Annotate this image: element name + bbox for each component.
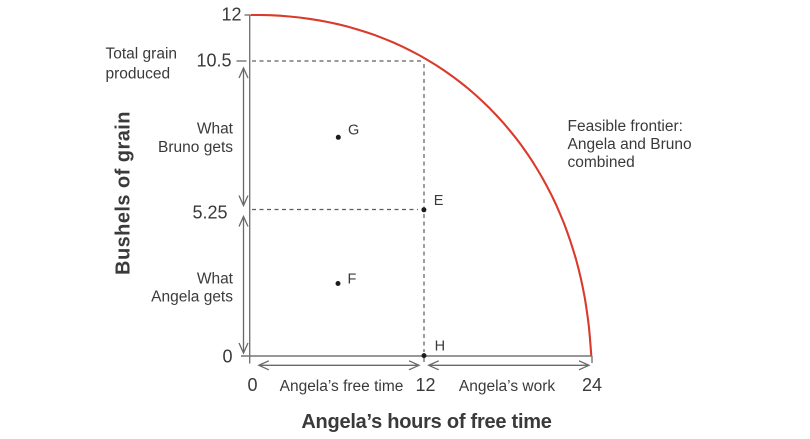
svg-text:Bushels of grain: Bushels of grain (113, 111, 135, 275)
svg-text:Feasible frontier:: Feasible frontier: (568, 118, 683, 135)
svg-text:combined: combined (568, 154, 635, 171)
svg-text:Angela gets: Angela gets (151, 289, 233, 306)
svg-text:Angela’s hours of free time: Angela’s hours of free time (301, 411, 551, 433)
svg-text:E: E (434, 193, 444, 209)
svg-text:G: G (348, 123, 359, 139)
svg-text:What: What (197, 271, 234, 288)
svg-text:H: H (435, 339, 445, 355)
svg-text:0: 0 (247, 375, 257, 395)
svg-text:10.5: 10.5 (196, 51, 231, 71)
svg-text:12: 12 (221, 5, 241, 25)
svg-text:Angela’s free time: Angela’s free time (280, 378, 404, 395)
svg-text:12: 12 (415, 375, 435, 395)
svg-text:0: 0 (222, 347, 232, 367)
svg-text:24: 24 (582, 375, 602, 395)
svg-text:Angela’s work: Angela’s work (459, 378, 555, 395)
svg-text:produced: produced (106, 66, 171, 83)
svg-text:Angela and Bruno: Angela and Bruno (568, 136, 692, 153)
svg-text:F: F (348, 272, 357, 288)
svg-text:What: What (197, 121, 234, 138)
svg-text:Bruno gets: Bruno gets (158, 139, 233, 156)
svg-text:5.25: 5.25 (192, 203, 227, 223)
svg-text:Total grain: Total grain (106, 46, 178, 63)
